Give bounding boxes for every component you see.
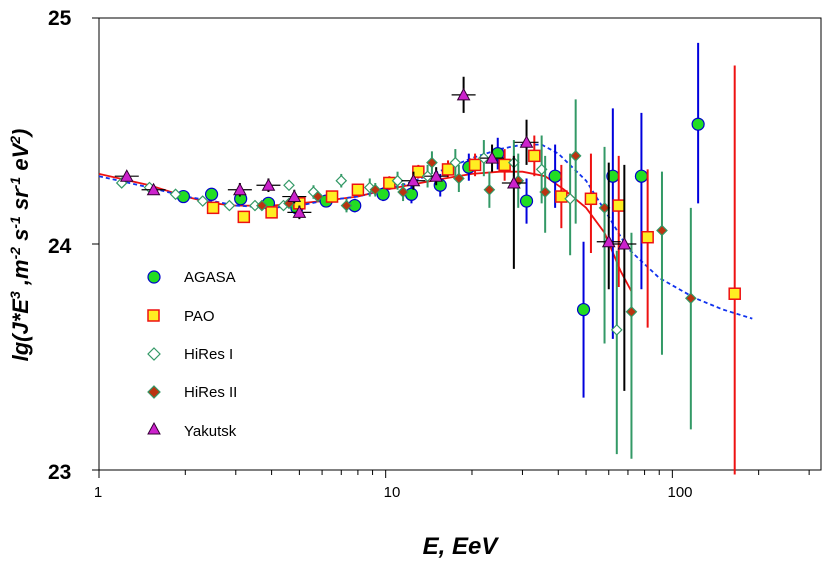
- hires-ii-point: [453, 172, 465, 185]
- hires-ii-point: [625, 305, 638, 318]
- pao-point: [641, 230, 654, 244]
- hires-ii-point: [684, 292, 697, 305]
- pao-point: [728, 287, 741, 300]
- hires-ii-point: [426, 156, 438, 169]
- pao-point: [237, 210, 251, 224]
- yakutsk-point: [429, 169, 444, 182]
- yakutsk-point: [485, 151, 499, 164]
- hires-i-point: [391, 174, 404, 187]
- legend-label-hires-ii: HiRes II: [184, 384, 237, 401]
- yakutsk-point: [146, 182, 161, 196]
- pao-point: [584, 192, 598, 206]
- hires-ii-point: [397, 186, 409, 198]
- hires-ii-point: [656, 224, 668, 237]
- agasa-point: [576, 302, 591, 317]
- pao-point: [325, 190, 339, 203]
- fit-curve: [98, 143, 753, 320]
- hires-i-point: [169, 188, 182, 201]
- legend-marker-hires-i: [147, 347, 161, 361]
- pao-point: [555, 190, 568, 203]
- yakutsk-point: [519, 135, 534, 148]
- yakutsk-point: [233, 182, 247, 196]
- fit-curves: [98, 143, 753, 320]
- legend-label-agasa: AGASA: [184, 269, 236, 286]
- x-axis-label: E, EeV: [423, 533, 500, 560]
- legend-marker-agasa: [147, 270, 161, 284]
- x-tick-label-100: 100: [667, 484, 692, 501]
- agasa-point: [404, 187, 419, 201]
- legend: AGASA PAO HiRes I HiRes II Yakutsk: [147, 269, 237, 440]
- yakutsk-point: [119, 169, 134, 182]
- hires-i-point: [283, 179, 295, 192]
- legend-label-hires-i: HiRes I: [184, 346, 233, 363]
- yakutsk-point: [601, 234, 616, 248]
- pao-point: [612, 199, 625, 212]
- agasa-point: [519, 194, 534, 208]
- hires-ii-point: [539, 186, 552, 198]
- yakutsk-point: [292, 205, 307, 218]
- hires-i-point: [564, 192, 576, 205]
- pao-point: [412, 165, 425, 178]
- hires-i-point: [196, 195, 209, 207]
- hires-ii-point: [369, 183, 382, 196]
- yakutsk-point: [617, 236, 632, 250]
- legend-label-pao: PAO: [184, 308, 215, 325]
- yakutsk-point: [261, 178, 276, 191]
- plot-frame: [98, 17, 822, 471]
- fit-curve: [98, 170, 633, 292]
- legend-marker-hires-ii: [147, 385, 161, 399]
- y-tick-label-25: 25: [48, 7, 72, 30]
- pao-point: [498, 158, 511, 172]
- agasa-point: [204, 187, 219, 201]
- agasa-point: [691, 117, 705, 131]
- pao-point: [206, 201, 220, 215]
- hires-ii-point: [256, 199, 268, 212]
- hires-i-point: [335, 174, 348, 187]
- legend-label-yakutsk: Yakutsk: [184, 423, 237, 440]
- hires-i-point: [449, 156, 462, 169]
- hires-i-point: [223, 199, 236, 212]
- x-tick-label-1: 1: [94, 484, 102, 501]
- y-tick-label-23: 23: [48, 461, 71, 484]
- data-points: [114, 42, 741, 475]
- y-tick-label-24: 24: [48, 235, 72, 258]
- pao-point: [383, 176, 396, 190]
- legend-marker-yakutsk: [147, 421, 161, 435]
- yakutsk-point: [456, 87, 471, 101]
- hires-ii-point: [569, 150, 582, 162]
- axis-ticks: [92, 17, 810, 478]
- agasa-point: [548, 169, 562, 183]
- pao-point: [441, 163, 455, 176]
- y-axis-label: lg(J*E3 ,m-2 s-1 sr-1 eV2): [7, 129, 33, 362]
- pao-point: [265, 206, 278, 219]
- yakutsk-point: [507, 175, 521, 189]
- hires-ii-point: [483, 183, 496, 196]
- legend-marker-pao: [147, 309, 160, 322]
- hires-i-point: [610, 324, 623, 336]
- pao-point: [528, 149, 541, 163]
- x-tick-label-10: 10: [384, 484, 401, 501]
- yakutsk-point: [406, 173, 421, 187]
- pao-point: [351, 183, 365, 197]
- yakutsk-point: [287, 189, 302, 203]
- agasa-point: [634, 169, 649, 183]
- pao-point: [468, 158, 482, 172]
- hires-ii-point: [312, 190, 324, 203]
- hires-ii-point: [340, 199, 353, 212]
